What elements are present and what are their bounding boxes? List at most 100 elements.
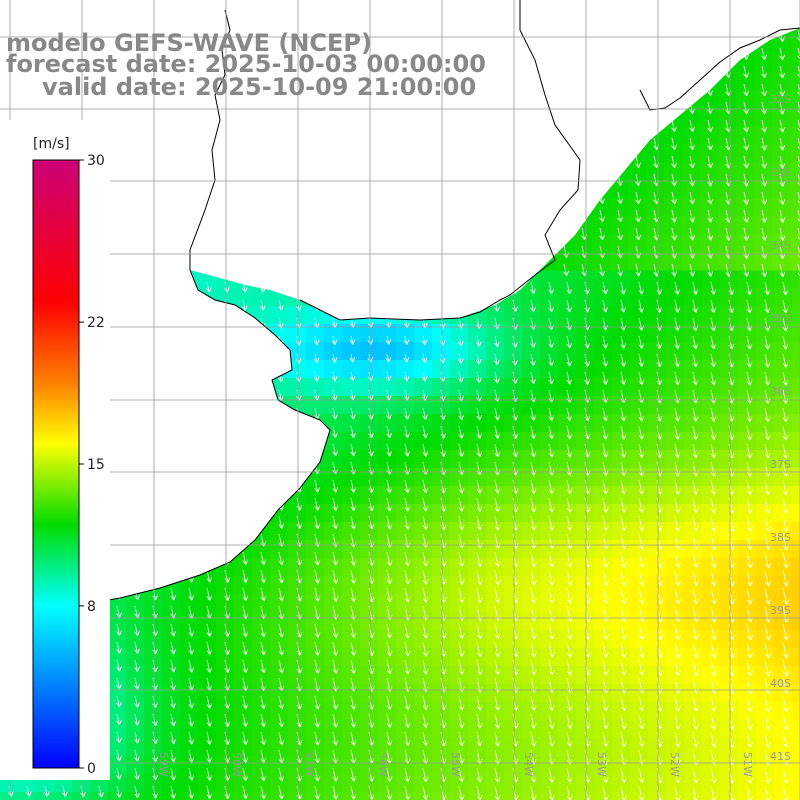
speed-cell <box>720 450 739 469</box>
speed-cell <box>432 666 451 685</box>
wind-arrow <box>782 785 789 800</box>
wind-arrow <box>548 641 555 658</box>
speed-cell <box>450 630 469 649</box>
speed-cell <box>504 504 523 523</box>
wind-arrow <box>728 353 735 368</box>
speed-cell <box>504 648 523 667</box>
speed-cell <box>756 324 775 343</box>
speed-cell <box>558 594 577 613</box>
speed-cell <box>342 666 361 685</box>
wind-arrow <box>242 659 249 674</box>
wind-arrow <box>530 353 536 366</box>
wind-arrow <box>674 695 681 712</box>
speed-cell <box>774 378 793 397</box>
speed-cell <box>324 468 343 487</box>
speed-cell <box>468 468 487 487</box>
speed-cell <box>738 486 757 505</box>
speed-cell <box>108 630 127 649</box>
wind-arrow <box>638 443 645 458</box>
speed-cell <box>592 252 611 271</box>
speed-cell <box>700 162 719 181</box>
speed-cell <box>486 378 505 397</box>
speed-cell <box>378 756 397 775</box>
speed-cell <box>396 594 415 613</box>
wind-arrow <box>332 677 339 692</box>
speed-cell <box>576 612 595 631</box>
speed-cell <box>630 396 649 415</box>
speed-cell <box>612 378 631 397</box>
speed-cell <box>450 774 469 793</box>
speed-cell <box>450 684 469 703</box>
speed-cell <box>700 108 719 127</box>
speed-cell <box>666 576 685 595</box>
speed-cell <box>252 720 271 739</box>
speed-cell <box>754 216 773 235</box>
wind-arrow <box>404 479 411 494</box>
speed-cell <box>756 612 775 631</box>
wind-arrow <box>671 119 677 132</box>
speed-cell <box>594 270 613 289</box>
wind-arrow <box>44 785 50 797</box>
speed-cell <box>414 432 433 451</box>
wind-arrow <box>422 587 429 603</box>
speed-cell <box>648 432 667 451</box>
speed-cell <box>522 792 541 800</box>
wind-arrow <box>797 209 800 223</box>
wind-arrow <box>761 245 768 259</box>
wind-arrow <box>797 47 800 60</box>
speed-cell <box>684 774 703 793</box>
speed-cell <box>234 684 253 703</box>
longitude-label: 52W <box>668 752 681 777</box>
speed-cell <box>792 324 800 343</box>
speed-cell <box>702 684 721 703</box>
speed-cell <box>414 360 433 379</box>
speed-cell <box>754 162 773 181</box>
speed-cell <box>630 504 649 523</box>
speed-cell <box>306 378 325 397</box>
wind-arrow <box>440 497 447 512</box>
wind-arrow <box>602 641 609 658</box>
speed-cell <box>594 612 613 631</box>
wind-arrow <box>746 497 753 514</box>
wind-arrow <box>710 659 717 676</box>
speed-cell <box>774 756 793 775</box>
speed-cell <box>108 738 127 757</box>
wind-arrow <box>386 659 393 675</box>
speed-cell <box>522 468 541 487</box>
wind-arrow <box>779 245 786 260</box>
wind-arrow <box>761 83 768 97</box>
wind-arrow <box>116 641 122 654</box>
speed-cell <box>666 684 685 703</box>
speed-cell <box>736 198 755 217</box>
speed-cell <box>612 504 631 523</box>
speed-cell <box>414 756 433 775</box>
wind-arrow <box>116 767 122 780</box>
speed-cell <box>432 630 451 649</box>
wind-arrow <box>116 713 122 726</box>
wind-arrow <box>548 371 555 385</box>
wind-arrow <box>782 587 789 605</box>
speed-cell <box>610 198 629 217</box>
speed-cell <box>468 486 487 505</box>
speed-cell <box>790 108 800 127</box>
wind-arrow <box>188 695 195 709</box>
speed-cell <box>720 738 739 757</box>
speed-cell <box>684 738 703 757</box>
speed-cell <box>504 612 523 631</box>
wind-arrow <box>170 641 177 655</box>
speed-cell <box>648 666 667 685</box>
speed-cell <box>396 756 415 775</box>
wind-arrow <box>530 425 537 440</box>
speed-cell <box>774 774 793 793</box>
colorbar-tick-label: 22 <box>87 315 105 331</box>
speed-cell <box>252 558 271 577</box>
wind-arrow <box>674 659 681 676</box>
speed-cell <box>648 774 667 793</box>
wind-arrow <box>602 623 609 640</box>
speed-cell <box>504 306 523 325</box>
speed-cell <box>718 144 737 163</box>
speed-cell <box>682 144 701 163</box>
speed-cell <box>648 702 667 721</box>
wind-arrow <box>548 353 555 367</box>
wind-arrow <box>349 335 356 345</box>
